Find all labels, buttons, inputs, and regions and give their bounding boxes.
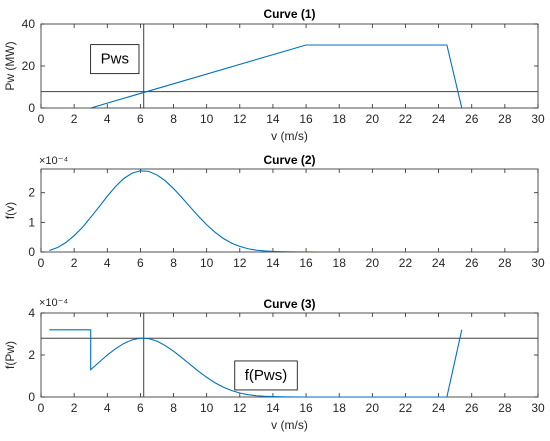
- x-tick-label: 6: [137, 112, 144, 126]
- x-tick-label: 2: [71, 112, 78, 126]
- y-axis-label: Pw (MW): [3, 41, 17, 90]
- annotation-label: f(Pws): [245, 367, 288, 384]
- annotation-box: [90, 44, 140, 75]
- x-tick-label: 20: [366, 401, 380, 415]
- x-tick-label: 26: [465, 112, 479, 126]
- y-axis-label: f(v): [3, 202, 17, 219]
- x-tick-label: 20: [366, 112, 380, 126]
- x-tick-label: 10: [200, 401, 214, 415]
- y-tick-label: 2: [28, 186, 35, 200]
- chart-panel-3: 0 2 4 6 8 10 12 14 16 18 20 22 24 26 28 30024f(Pws)Curv…: [3, 297, 545, 432]
- x-tick-label: 22: [399, 112, 413, 126]
- x-tick-label: 24: [432, 401, 446, 415]
- x-tick-label: 2: [71, 401, 78, 415]
- x-tick-label: 18: [333, 112, 347, 126]
- series-line-1: [49, 329, 463, 397]
- x-axis-label: v (m/s): [271, 418, 308, 432]
- x-tick-label: 4: [104, 401, 111, 415]
- chart-panel-1: 0 2 4 6 8 10 12 14 16 18 20 22 24 26 28 3002040PwsCurve…: [3, 7, 545, 143]
- x-tick-label: 22: [399, 256, 413, 270]
- x-tick-label: 10: [200, 112, 214, 126]
- x-tick-label: 6: [137, 401, 144, 415]
- y-tick-label: 0: [28, 101, 35, 115]
- x-tick-label: 14: [266, 401, 280, 415]
- x-tick-label: 0: [38, 401, 45, 415]
- x-axis-label: v (m/s): [271, 129, 308, 143]
- x-tick-label: 16: [299, 256, 313, 270]
- annotation-label: Pws: [101, 51, 129, 68]
- x-tick-label: 8: [170, 401, 177, 415]
- x-tick-label: 30: [531, 256, 545, 270]
- x-tick-label: 26: [465, 256, 479, 270]
- x-tick-label: 12: [233, 256, 247, 270]
- chart-title: Curve (2): [263, 153, 315, 167]
- x-tick-label: 4: [104, 256, 111, 270]
- y-tick-label: 20: [22, 59, 36, 73]
- x-tick-label: 2: [71, 256, 78, 270]
- x-tick-label: 28: [498, 112, 512, 126]
- x-tick-label: 10: [200, 256, 214, 270]
- x-tick-label: 14: [266, 256, 280, 270]
- y-tick-label: 2: [28, 348, 35, 362]
- x-tick-label: 22: [399, 401, 413, 415]
- y-tick-label: 0: [28, 390, 35, 404]
- annotation-box: [234, 360, 298, 391]
- x-tick-label: 28: [498, 401, 512, 415]
- x-tick-label: 0: [38, 112, 45, 126]
- chart-title: Curve (3): [263, 297, 315, 311]
- x-tick-label: 26: [465, 401, 479, 415]
- x-tick-label: 0: [38, 256, 45, 270]
- x-tick-label: 20: [366, 256, 380, 270]
- plot-area: [40, 168, 539, 253]
- chart-title: Curve (1): [263, 7, 315, 21]
- x-tick-label: 12: [233, 112, 247, 126]
- series-line-1: [49, 170, 462, 252]
- x-tick-label: 28: [498, 256, 512, 270]
- y-tick-label: 0: [28, 245, 35, 259]
- y-tick-label: 1: [28, 215, 35, 229]
- y-tick-label: 4: [28, 306, 35, 320]
- x-tick-label: 24: [432, 256, 446, 270]
- x-tick-label: 30: [531, 112, 545, 126]
- series-line-1: [49, 44, 463, 108]
- x-tick-label: 6: [137, 256, 144, 270]
- x-tick-label: 12: [233, 401, 247, 415]
- x-tick-label: 18: [333, 256, 347, 270]
- x-tick-label: 16: [299, 401, 313, 415]
- x-tick-label: 8: [170, 256, 177, 270]
- y-tick-label: 40: [22, 17, 36, 31]
- x-tick-label: 4: [104, 112, 111, 126]
- y-exponent-label: ×10⁻⁴: [39, 297, 68, 309]
- x-tick-label: 18: [333, 401, 347, 415]
- x-tick-label: 16: [299, 112, 313, 126]
- y-axis-label: f(Pw): [3, 341, 17, 369]
- x-tick-label: 14: [266, 112, 280, 126]
- x-tick-label: 30: [531, 401, 545, 415]
- y-exponent-label: ×10⁻⁴: [39, 155, 68, 167]
- x-tick-label: 8: [170, 112, 177, 126]
- x-tick-label: 24: [432, 112, 446, 126]
